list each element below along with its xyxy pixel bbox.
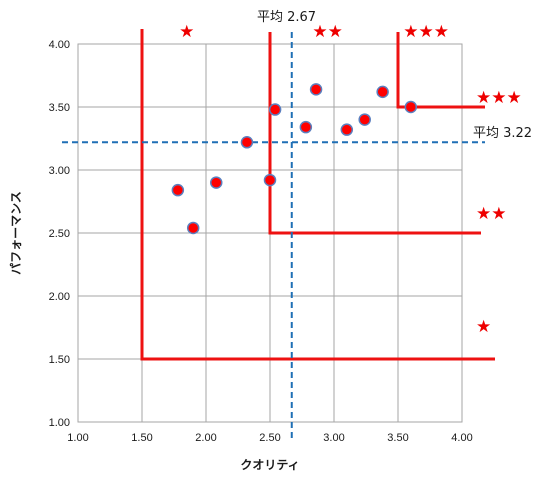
average-lines bbox=[62, 32, 485, 442]
rank-boundary-line bbox=[140, 29, 495, 361]
x-tick-label: 3.00 bbox=[323, 432, 344, 444]
x-tick-labels: 1.00 1.50 2.00 2.50 3.00 3.50 4.00 bbox=[67, 432, 472, 444]
x-tick-label: 1.50 bbox=[131, 432, 152, 444]
y-tick-label: 1.50 bbox=[49, 354, 70, 366]
x-tick-label: 4.00 bbox=[451, 432, 472, 444]
rank-boundary-line bbox=[396, 32, 485, 109]
y-tick-label: 3.50 bbox=[49, 102, 70, 114]
rank-boundary-line bbox=[268, 32, 481, 235]
data-point bbox=[309, 83, 323, 96]
x-axis-title: クオリティ bbox=[240, 458, 299, 472]
data-point bbox=[240, 136, 254, 149]
data-point bbox=[376, 85, 389, 99]
average-y-label: 平均 3.22 bbox=[473, 126, 532, 141]
x-tick-label: 1.00 bbox=[67, 432, 88, 444]
y-axis-title: パフォーマンス bbox=[9, 191, 23, 275]
star-rank-labels: ★ ★★ ★★★★★★★★★ bbox=[179, 22, 522, 337]
star-rank-label: ★★★ bbox=[403, 22, 449, 42]
star-rank-label: ★★ bbox=[476, 204, 506, 224]
y-tick-label: 2.00 bbox=[49, 291, 70, 303]
data-point bbox=[268, 103, 282, 116]
x-tick-label: 2.50 bbox=[259, 432, 280, 444]
y-tick-label: 3.00 bbox=[49, 165, 70, 177]
rank-boundaries bbox=[140, 29, 495, 361]
data-point bbox=[404, 100, 418, 114]
y-tick-label: 4.00 bbox=[49, 39, 70, 51]
average-x-label: 平均 2.67 bbox=[257, 10, 316, 25]
y-tick-labels: 1.00 1.50 2.00 2.50 3.00 3.50 4.00 bbox=[49, 39, 70, 429]
x-tick-label: 2.00 bbox=[195, 432, 216, 444]
y-tick-label: 2.50 bbox=[49, 228, 70, 240]
data-point bbox=[358, 113, 371, 126]
star-rank-label: ★ bbox=[179, 22, 194, 42]
x-tick-label: 3.50 bbox=[387, 432, 408, 444]
star-rank-label: ★ bbox=[476, 317, 491, 337]
data-point bbox=[263, 173, 277, 187]
star-rank-label: ★★★ bbox=[476, 88, 522, 108]
y-tick-label: 1.00 bbox=[49, 417, 70, 429]
data-point bbox=[209, 176, 223, 189]
data-point bbox=[299, 120, 313, 134]
star-rank-label: ★★ bbox=[312, 22, 342, 42]
data-point bbox=[340, 123, 354, 136]
data-points bbox=[171, 83, 418, 235]
data-point bbox=[171, 183, 185, 197]
data-point bbox=[186, 221, 200, 235]
